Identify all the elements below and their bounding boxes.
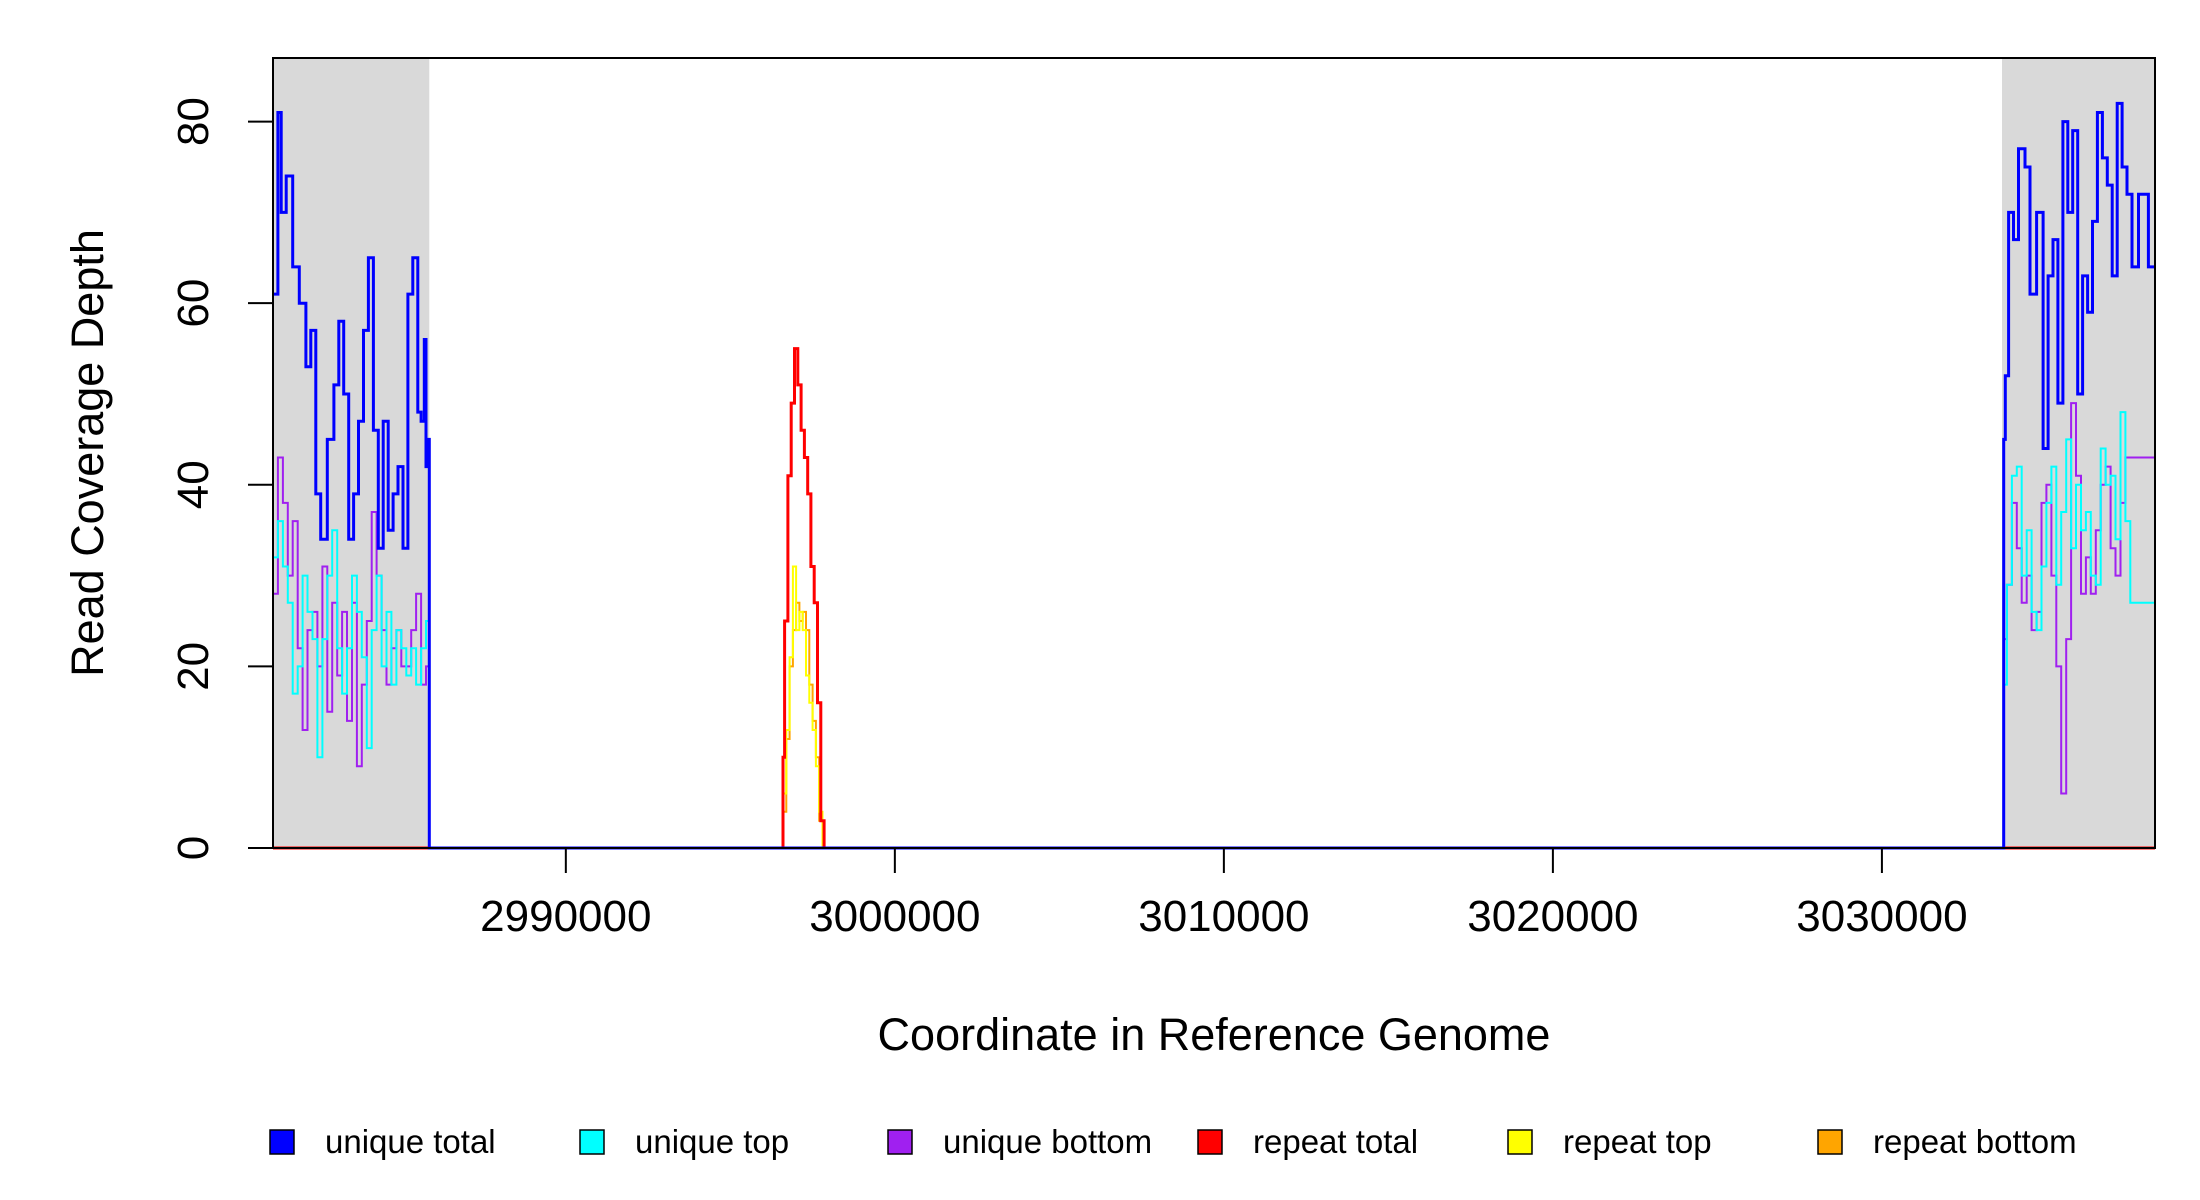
x-axis: 2990000 3000000 3010000 3020000 3030000 bbox=[480, 847, 1968, 941]
series-unique-total bbox=[273, 101, 2155, 850]
shaded-region-0 bbox=[273, 58, 430, 848]
y-tick-label: 80 bbox=[169, 97, 218, 146]
series-unique-top bbox=[273, 411, 2155, 849]
legend-swatch bbox=[887, 1129, 913, 1155]
y-axis-label: Read Coverage Depth bbox=[62, 229, 113, 677]
y-axis: 0 20 40 60 80 bbox=[169, 97, 274, 860]
legend-swatch bbox=[1817, 1129, 1843, 1155]
legend-item-repeat-bottom: repeat bottom bbox=[1817, 1123, 2077, 1160]
y-tick-label: 40 bbox=[169, 460, 218, 509]
legend-item-unique-top: unique top bbox=[579, 1123, 789, 1160]
y-tick-label: 0 bbox=[169, 836, 218, 860]
legend-label: unique top bbox=[635, 1123, 789, 1160]
x-tick-label: 3010000 bbox=[1138, 892, 1309, 941]
legend-item-repeat-top: repeat top bbox=[1507, 1123, 1712, 1160]
x-tick-label: 3000000 bbox=[809, 892, 980, 941]
series-unique-bottom bbox=[273, 402, 2155, 849]
legend-item-unique-bottom: unique bottom bbox=[887, 1123, 1152, 1160]
legend-swatch bbox=[579, 1129, 605, 1155]
y-tick-label: 20 bbox=[169, 642, 218, 691]
y-tick-label: 60 bbox=[169, 279, 218, 328]
legend-label: repeat total bbox=[1253, 1123, 1418, 1160]
series-repeat-top bbox=[273, 565, 2155, 849]
x-tick-label: 2990000 bbox=[480, 892, 651, 941]
legend-label: repeat bottom bbox=[1873, 1123, 2077, 1160]
shaded-regions bbox=[273, 58, 2155, 848]
x-axis-label: Coordinate in Reference Genome bbox=[878, 1009, 1551, 1060]
legend-item-unique-total: unique total bbox=[269, 1123, 496, 1160]
x-tick-label: 3030000 bbox=[1796, 892, 1967, 941]
x-tick-label: 3020000 bbox=[1467, 892, 1638, 941]
series-lines bbox=[273, 101, 2155, 850]
legend: unique total unique top unique bottom repea… bbox=[269, 1123, 2077, 1160]
series-repeat-bottom bbox=[273, 601, 2155, 849]
legend-swatch bbox=[1197, 1129, 1223, 1155]
legend-label: unique bottom bbox=[943, 1123, 1152, 1160]
legend-swatch bbox=[269, 1129, 295, 1155]
legend-swatch bbox=[1507, 1129, 1533, 1155]
legend-label: unique total bbox=[325, 1123, 496, 1160]
legend-label: repeat top bbox=[1563, 1123, 1712, 1160]
series-repeat-total bbox=[273, 347, 2155, 850]
legend-item-repeat-total: repeat total bbox=[1197, 1123, 1418, 1160]
plot-frame bbox=[272, 57, 2156, 849]
